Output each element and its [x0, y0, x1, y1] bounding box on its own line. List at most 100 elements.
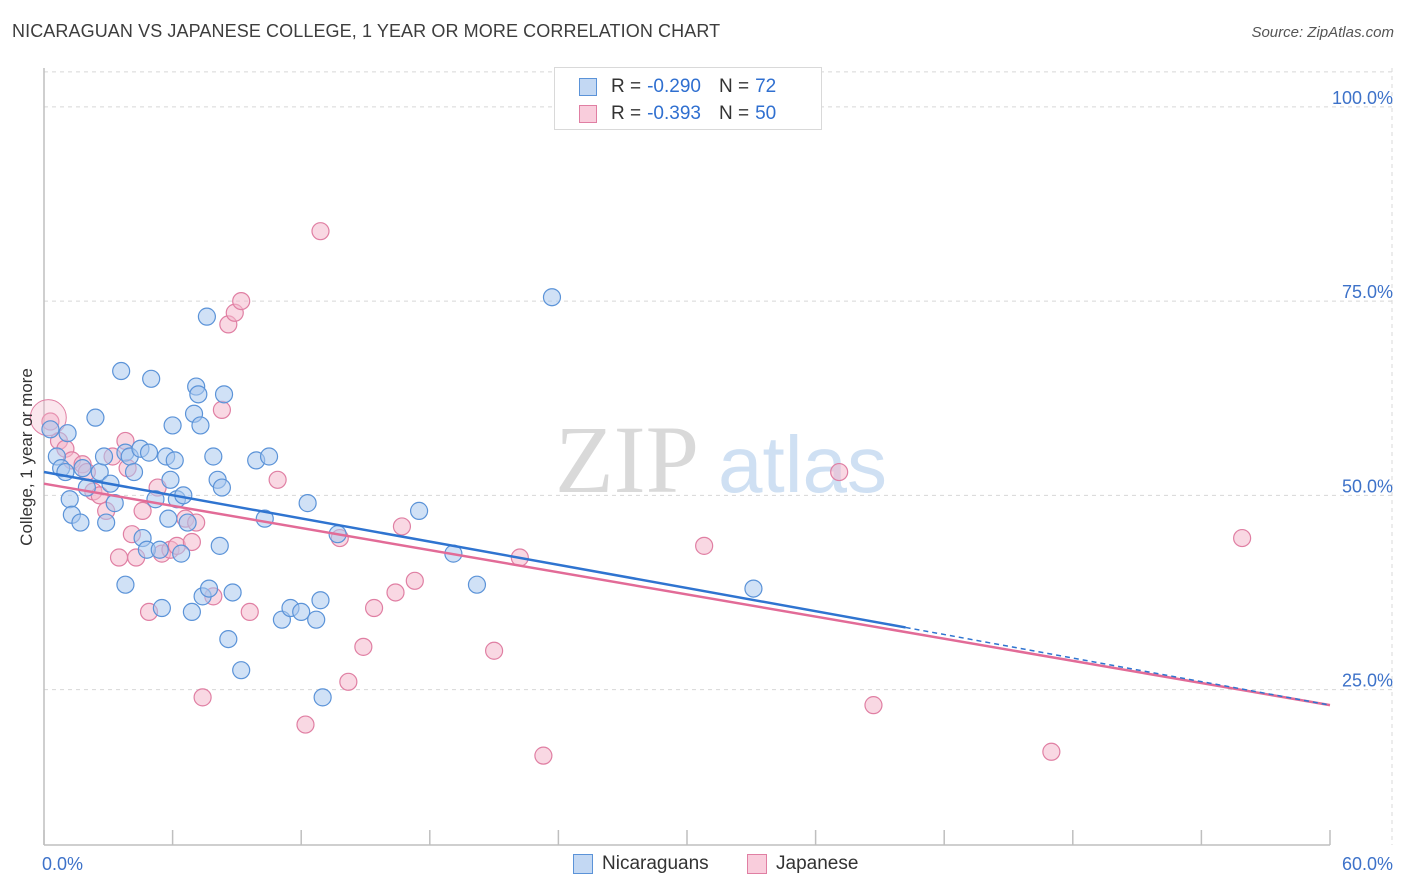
data-point-nicaraguans [152, 598, 171, 618]
data-point-nicaraguans [210, 536, 229, 555]
data-point-nicaraguans [60, 490, 79, 509]
data-point-nicaraguans [71, 513, 90, 532]
data-point-japanese [182, 532, 201, 552]
data-point-japanese [296, 715, 315, 734]
y-tick-label: 100.0% [1332, 88, 1393, 108]
stats-legend: R = -0.290 N = 72 R = -0.393 N = 50 [554, 67, 822, 130]
data-point-japanese [268, 470, 287, 489]
data-point-japanese [364, 598, 384, 618]
data-point-nicaraguans [163, 416, 182, 435]
data-point-nicaraguans [178, 513, 197, 532]
legend-label-nicaraguans: Nicaraguans [602, 853, 709, 874]
trend-line-japanese [43, 482, 1331, 707]
source-label: Source: ZipAtlas.com [1251, 24, 1394, 41]
legend-item-nicaraguans[interactable]: Nicaraguans [573, 853, 709, 875]
data-point-nicaraguans [223, 583, 242, 602]
data-point-japanese [354, 637, 373, 656]
trend-line-nicaraguans [43, 470, 906, 629]
data-point-nicaraguans [311, 591, 330, 610]
data-point-nicaraguans [159, 509, 178, 528]
legend-swatch-pink [579, 105, 597, 123]
data-point-japanese [392, 517, 412, 536]
legend-r-label: R = [611, 76, 642, 97]
data-point-nicaraguans [298, 494, 317, 513]
x-ticks [43, 830, 1331, 845]
data-point-nicaraguans [86, 408, 105, 427]
data-point-nicaraguans [161, 470, 180, 489]
legend-swatch-pink [747, 854, 767, 874]
data-point-nicaraguans [307, 610, 326, 629]
y-tick-label: 50.0% [1342, 476, 1393, 496]
data-point-nicaraguans [112, 361, 131, 381]
data-point-nicaraguans [259, 447, 279, 466]
data-point-nicaraguans [97, 513, 116, 532]
data-point-nicaraguans [292, 602, 311, 622]
trend-lines [43, 470, 1331, 707]
data-point-japanese [133, 501, 152, 520]
data-point-nicaraguans [150, 540, 169, 559]
legend-n-label: N = [718, 76, 750, 97]
data-point-nicaraguans [124, 462, 144, 482]
data-point-nicaraguans [409, 501, 429, 520]
data-point-japanese [1042, 742, 1061, 761]
data-point-nicaraguans [313, 688, 332, 707]
data-point-nicaraguans [467, 575, 487, 594]
x-tick-label-max: 60.0% [1342, 854, 1393, 874]
grid-lines [44, 68, 1393, 845]
data-point-japanese [212, 400, 231, 419]
data-point-japanese [695, 536, 714, 555]
data-point-japanese [830, 462, 849, 482]
legend-item-japanese[interactable]: Japanese [747, 853, 858, 875]
chart-title: NICARAGUAN VS JAPANESE COLLEGE, 1 YEAR O… [12, 21, 721, 41]
legend-r-value: -0.393 [647, 103, 701, 124]
data-point-nicaraguans [197, 307, 216, 326]
data-point-nicaraguans [199, 579, 219, 598]
legend-swatch-blue [579, 78, 597, 96]
x-tick-label-min: 0.0% [42, 854, 83, 874]
data-point-japanese [405, 571, 424, 590]
watermark-zip: ZIP [555, 406, 699, 513]
data-point-nicaraguans [58, 424, 77, 443]
y-tick-label: 75.0% [1342, 282, 1393, 302]
data-point-nicaraguans [165, 451, 184, 470]
data-point-nicaraguans [94, 447, 114, 466]
y-tick-label: 25.0% [1342, 671, 1393, 691]
data-point-nicaraguans [41, 420, 60, 439]
legend-swatch-blue [573, 854, 593, 874]
data-point-japanese [1233, 528, 1252, 548]
data-point-japanese [534, 746, 553, 765]
series-legend: Nicaraguans Japanese [0, 852, 1406, 878]
data-point-nicaraguans [189, 385, 208, 404]
data-point-nicaraguans [182, 602, 201, 622]
legend-row-japanese: R = -0.393 N = 50 [579, 103, 776, 125]
data-point-nicaraguans [542, 288, 562, 307]
data-point-japanese [864, 696, 883, 715]
data-point-japanese [485, 641, 504, 660]
data-point-japanese [339, 672, 358, 691]
legend-row-nicaraguans: R = -0.290 N = 72 [579, 76, 776, 98]
legend-n-value: 50 [755, 103, 777, 124]
data-point-japanese [109, 548, 129, 567]
data-point-nicaraguans [139, 443, 159, 462]
data-point-nicaraguans [116, 575, 135, 594]
data-point-nicaraguans [73, 459, 92, 478]
legend-n-label: N = [718, 103, 750, 124]
data-point-nicaraguans [191, 416, 210, 435]
data-point-nicaraguans [212, 478, 231, 497]
data-point-nicaraguans [142, 369, 161, 388]
watermark-atlas: atlas [718, 420, 887, 509]
data-point-nicaraguans [744, 579, 763, 598]
watermark: ZIP atlas [555, 406, 887, 513]
data-point-nicaraguans [172, 544, 191, 563]
data-point-japanese [240, 602, 259, 622]
data-point-nicaraguans [219, 629, 238, 649]
data-point-japanese [386, 583, 405, 602]
legend-label-japanese: Japanese [776, 853, 859, 874]
data-point-nicaraguans [232, 661, 251, 680]
y-axis-label: College, 1 year or more [17, 368, 36, 546]
data-point-japanese [232, 292, 251, 311]
legend-n-value: 72 [755, 76, 777, 97]
legend-r-label: R = [611, 103, 642, 124]
data-point-japanese [311, 222, 330, 241]
